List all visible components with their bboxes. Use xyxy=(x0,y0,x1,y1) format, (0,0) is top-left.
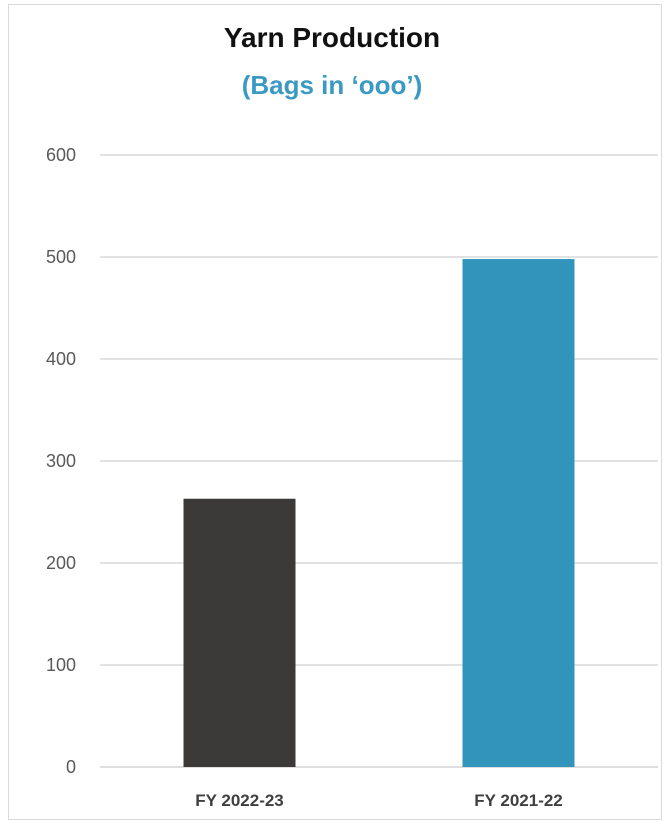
y-tick-label: 100 xyxy=(46,655,76,675)
y-tick-label: 400 xyxy=(46,349,76,369)
y-tick-label: 600 xyxy=(46,145,76,165)
y-axis-ticks: 0 100 200 300 400 500 600 xyxy=(46,145,76,777)
chart-title: Yarn Production xyxy=(223,22,441,53)
chart-subtitle: (Bags in ‘ooo’) xyxy=(241,70,423,100)
bar-fy-2022-23 xyxy=(183,498,296,767)
y-tick-label: 0 xyxy=(66,757,76,777)
y-tick-label: 200 xyxy=(46,553,76,573)
bar-fy-2021-22 xyxy=(462,259,575,767)
x-category-label: FY 2021-22 xyxy=(474,791,563,810)
bars xyxy=(183,259,575,767)
y-tick-label: 500 xyxy=(46,247,76,267)
x-category-label: FY 2022-23 xyxy=(195,791,284,810)
x-axis-labels: FY 2022-23 FY 2021-22 xyxy=(195,791,563,810)
y-tick-label: 300 xyxy=(46,451,76,471)
